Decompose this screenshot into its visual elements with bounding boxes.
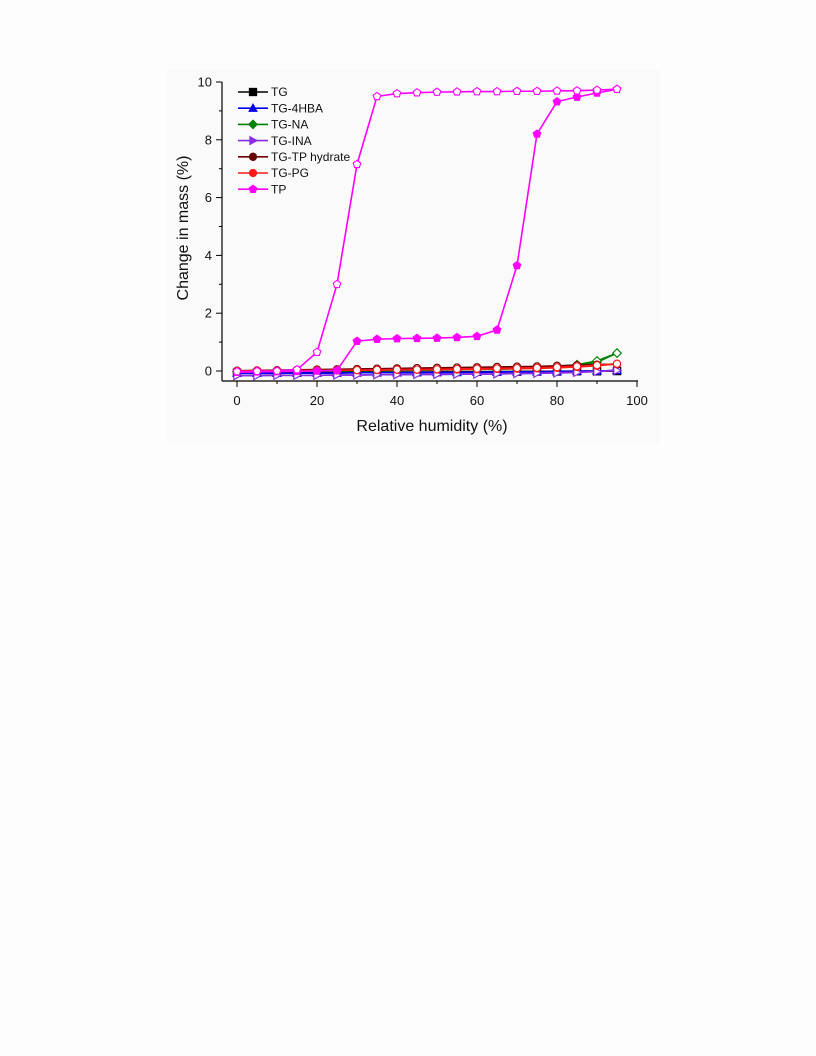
legend-label: TG-PG: [271, 166, 309, 180]
series-layer: [232, 84, 623, 381]
plot-frame: [221, 82, 638, 382]
legend-marker: [249, 135, 259, 146]
sorption-point: [412, 333, 422, 343]
desorption-point: [432, 87, 442, 96]
desorption-point: [372, 91, 382, 101]
desorption-point: [372, 365, 382, 374]
desorption-point: [292, 364, 302, 374]
x-tick-label: 60: [470, 393, 484, 408]
x-tick-label: 40: [390, 393, 404, 408]
sorption-point: [472, 331, 482, 341]
sorption-point: [392, 333, 402, 343]
desorption-point: [452, 87, 462, 96]
desorption-point: [492, 86, 502, 96]
y-tick-label: 10: [198, 75, 212, 90]
desorption-point: [512, 86, 522, 96]
sorption-point: [532, 129, 542, 138]
desorption-point: [492, 364, 502, 373]
legend-marker: [248, 184, 258, 193]
desorption-point: [552, 86, 562, 95]
desorption-point: [392, 88, 402, 98]
desorption-point: [612, 359, 622, 368]
desorption-point: [352, 159, 362, 169]
x-tick-label: 0: [233, 393, 240, 408]
desorption-point: [352, 365, 362, 375]
sorption-point: [312, 366, 322, 375]
sorption-point: [352, 336, 362, 346]
legend-marker: [248, 168, 258, 178]
legend-marker: [248, 152, 258, 161]
desorption-point: [592, 361, 602, 370]
desorption-point: [512, 363, 522, 373]
desorption-point: [412, 365, 422, 374]
y-axis-title: Change in mass (%): [175, 156, 192, 301]
desorption-point: [412, 88, 422, 97]
desorption-point: [472, 86, 482, 96]
y-tick-label: 8: [205, 132, 212, 147]
desorption-point: [272, 366, 282, 375]
desorption-point: [552, 363, 562, 372]
legend-label: TG-NA: [271, 118, 308, 132]
desorption-point: [532, 363, 542, 372]
legend-marker: [248, 102, 258, 112]
desorption-point: [592, 85, 602, 94]
legend: TG TG-4HBA TG-NA TG-INA TG-TP hydrate TG-PG TP: [238, 85, 350, 196]
legend-label: TG-TP hydrate: [271, 150, 350, 164]
y-tick-label: 6: [205, 190, 212, 205]
sorption-point: [432, 333, 442, 342]
legend-label: TG: [271, 85, 288, 99]
x-axis-ticks: 0 20 40 60 80 100: [233, 381, 648, 408]
desorption-point: [472, 364, 482, 373]
y-tick-label: 2: [205, 306, 212, 321]
desorption-point: [392, 365, 402, 374]
series-tp: [232, 84, 622, 376]
plot-area-background: [167, 70, 660, 443]
sorption-point: [552, 96, 562, 106]
legend-label: TG-4HBA: [271, 101, 323, 115]
sorption-point: [452, 332, 462, 342]
y-axis-ticks: 0 2 4 6 8 10: [198, 75, 222, 379]
x-tick-label: 80: [550, 393, 564, 408]
desorption-point: [612, 348, 622, 359]
desorption-point: [612, 84, 622, 94]
desorption-point: [572, 85, 582, 95]
sorption-point: [372, 334, 382, 343]
sorption-point: [332, 365, 342, 375]
desorption-point: [252, 366, 262, 376]
legend-marker: [248, 87, 258, 97]
sorption-point: [492, 325, 502, 334]
desorption-point: [532, 86, 542, 96]
x-tick-label: 100: [626, 393, 648, 408]
legend-label: TP: [271, 182, 286, 196]
series-tg-ina: [233, 365, 623, 381]
y-tick-label: 4: [205, 248, 212, 263]
desorption-point: [613, 365, 623, 376]
x-tick-label: 20: [310, 393, 324, 408]
y-tick-label: 0: [205, 364, 212, 379]
sorption-point: [572, 92, 582, 101]
legend-marker: [248, 119, 258, 130]
desorption-point: [572, 362, 582, 371]
desorption-point: [432, 365, 442, 374]
x-axis-title: Relative humidity (%): [356, 418, 507, 435]
desorption-point: [452, 364, 462, 374]
desorption-point: [332, 279, 342, 289]
desorption-point: [232, 366, 242, 376]
legend-label: TG-INA: [271, 134, 312, 148]
sorption-point: [512, 260, 522, 270]
desorption-point: [312, 347, 322, 357]
